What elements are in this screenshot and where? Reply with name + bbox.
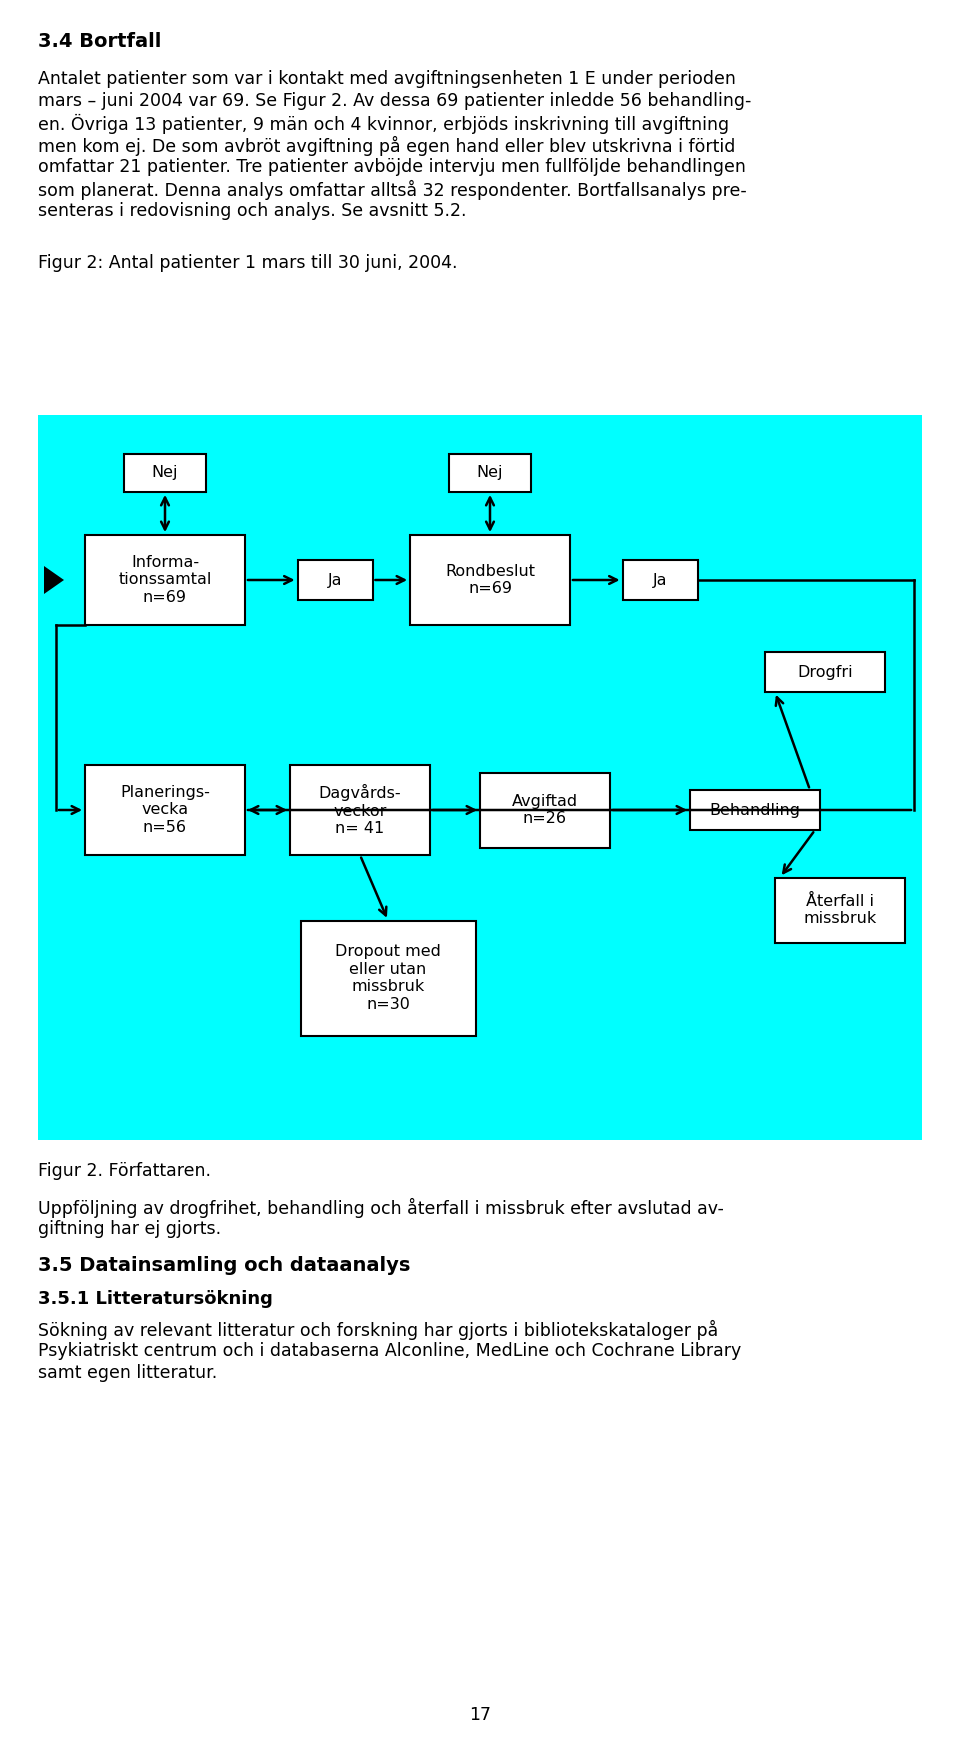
- Text: Figur 2: Antal patienter 1 mars till 30 juni, 2004.: Figur 2: Antal patienter 1 mars till 30 …: [38, 254, 458, 272]
- Text: Rondbeslut
n=69: Rondbeslut n=69: [445, 564, 535, 596]
- Polygon shape: [44, 566, 64, 594]
- Bar: [449, 454, 531, 492]
- Bar: [622, 561, 698, 599]
- Text: Dropout med
eller utan
missbruk
n=30: Dropout med eller utan missbruk n=30: [335, 944, 441, 1011]
- Text: Behandling: Behandling: [709, 802, 801, 818]
- Text: Sökning av relevant litteratur och forskning har gjorts i bibliotekskataloger på: Sökning av relevant litteratur och forsk…: [38, 1319, 718, 1340]
- Text: senteras i redovisning och analys. Se avsnitt 5.2.: senteras i redovisning och analys. Se av…: [38, 201, 467, 221]
- Text: en. Övriga 13 patienter, 9 män och 4 kvinnor, erbjöds inskrivning till avgiftnin: en. Övriga 13 patienter, 9 män och 4 kvi…: [38, 114, 730, 135]
- Text: 17: 17: [469, 1706, 491, 1724]
- Bar: [765, 652, 885, 692]
- Text: Återfall i
missbruk: Återfall i missbruk: [804, 894, 876, 927]
- Bar: [410, 534, 570, 625]
- Bar: [775, 878, 905, 943]
- Text: 3.4 Bortfall: 3.4 Bortfall: [38, 32, 161, 51]
- Bar: [124, 454, 206, 492]
- Text: Nej: Nej: [152, 466, 179, 480]
- Text: Dagvårds-
veckor
n= 41: Dagvårds- veckor n= 41: [319, 785, 401, 836]
- Text: Informa-
tionssamtal
n=69: Informa- tionssamtal n=69: [118, 555, 212, 604]
- Text: Drogfri: Drogfri: [797, 664, 852, 680]
- Text: Ja: Ja: [653, 573, 667, 587]
- Text: giftning har ej gjorts.: giftning har ej gjorts.: [38, 1219, 221, 1239]
- Text: 3.5.1 Litteratursökning: 3.5.1 Litteratursökning: [38, 1289, 273, 1309]
- Text: Nej: Nej: [477, 466, 503, 480]
- Text: mars – juni 2004 var 69. Se Figur 2. Av dessa 69 patienter inledde 56 behandling: mars – juni 2004 var 69. Se Figur 2. Av …: [38, 93, 752, 110]
- Text: Figur 2. Författaren.: Figur 2. Författaren.: [38, 1162, 211, 1181]
- Bar: [298, 561, 372, 599]
- Bar: [85, 766, 245, 855]
- Bar: [38, 415, 922, 1141]
- Text: Ja: Ja: [327, 573, 343, 587]
- Text: Antalet patienter som var i kontakt med avgiftningsenheten 1 E under perioden: Antalet patienter som var i kontakt med …: [38, 70, 736, 88]
- Text: Uppföljning av drogfrihet, behandling och återfall i missbruk efter avslutad av-: Uppföljning av drogfrihet, behandling oc…: [38, 1198, 724, 1218]
- Text: Psykiatriskt centrum och i databaserna Alconline, MedLine och Cochrane Library: Psykiatriskt centrum och i databaserna A…: [38, 1342, 741, 1360]
- Text: Planerings-
vecka
n=56: Planerings- vecka n=56: [120, 785, 210, 836]
- Bar: [85, 534, 245, 625]
- Bar: [290, 766, 430, 855]
- Text: 3.5 Datainsamling och dataanalys: 3.5 Datainsamling och dataanalys: [38, 1256, 410, 1275]
- Text: som planerat. Denna analys omfattar alltså 32 respondenter. Bortfallsanalys pre-: som planerat. Denna analys omfattar allt…: [38, 180, 747, 200]
- Bar: [480, 773, 610, 848]
- Bar: [690, 790, 820, 830]
- Text: samt egen litteratur.: samt egen litteratur.: [38, 1365, 217, 1382]
- Text: men kom ej. De som avbröt avgiftning på egen hand eller blev utskrivna i förtid: men kom ej. De som avbröt avgiftning på …: [38, 137, 735, 156]
- Text: omfattar 21 patienter. Tre patienter avböjde intervju men fullföljde behandlinge: omfattar 21 patienter. Tre patienter avb…: [38, 158, 746, 175]
- Bar: [300, 920, 475, 1035]
- Text: Avgiftad
n=26: Avgiftad n=26: [512, 794, 578, 827]
